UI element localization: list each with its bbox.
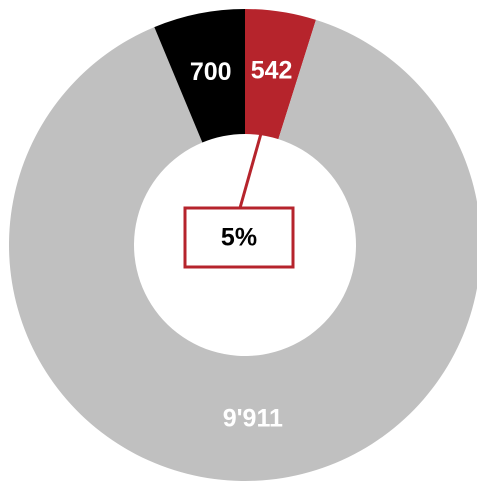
value-label: 542	[251, 57, 293, 85]
callout-box	[183, 206, 295, 269]
labels: 542 9'911 700	[190, 57, 293, 433]
value-label: 9'911	[223, 404, 283, 432]
slice	[245, 9, 316, 140]
slice	[154, 9, 245, 143]
slice	[9, 19, 477, 481]
value-label: 700	[190, 58, 232, 86]
callout-line	[238, 129, 264, 209]
callout-text: 5%	[221, 224, 257, 252]
slices	[9, 9, 477, 481]
